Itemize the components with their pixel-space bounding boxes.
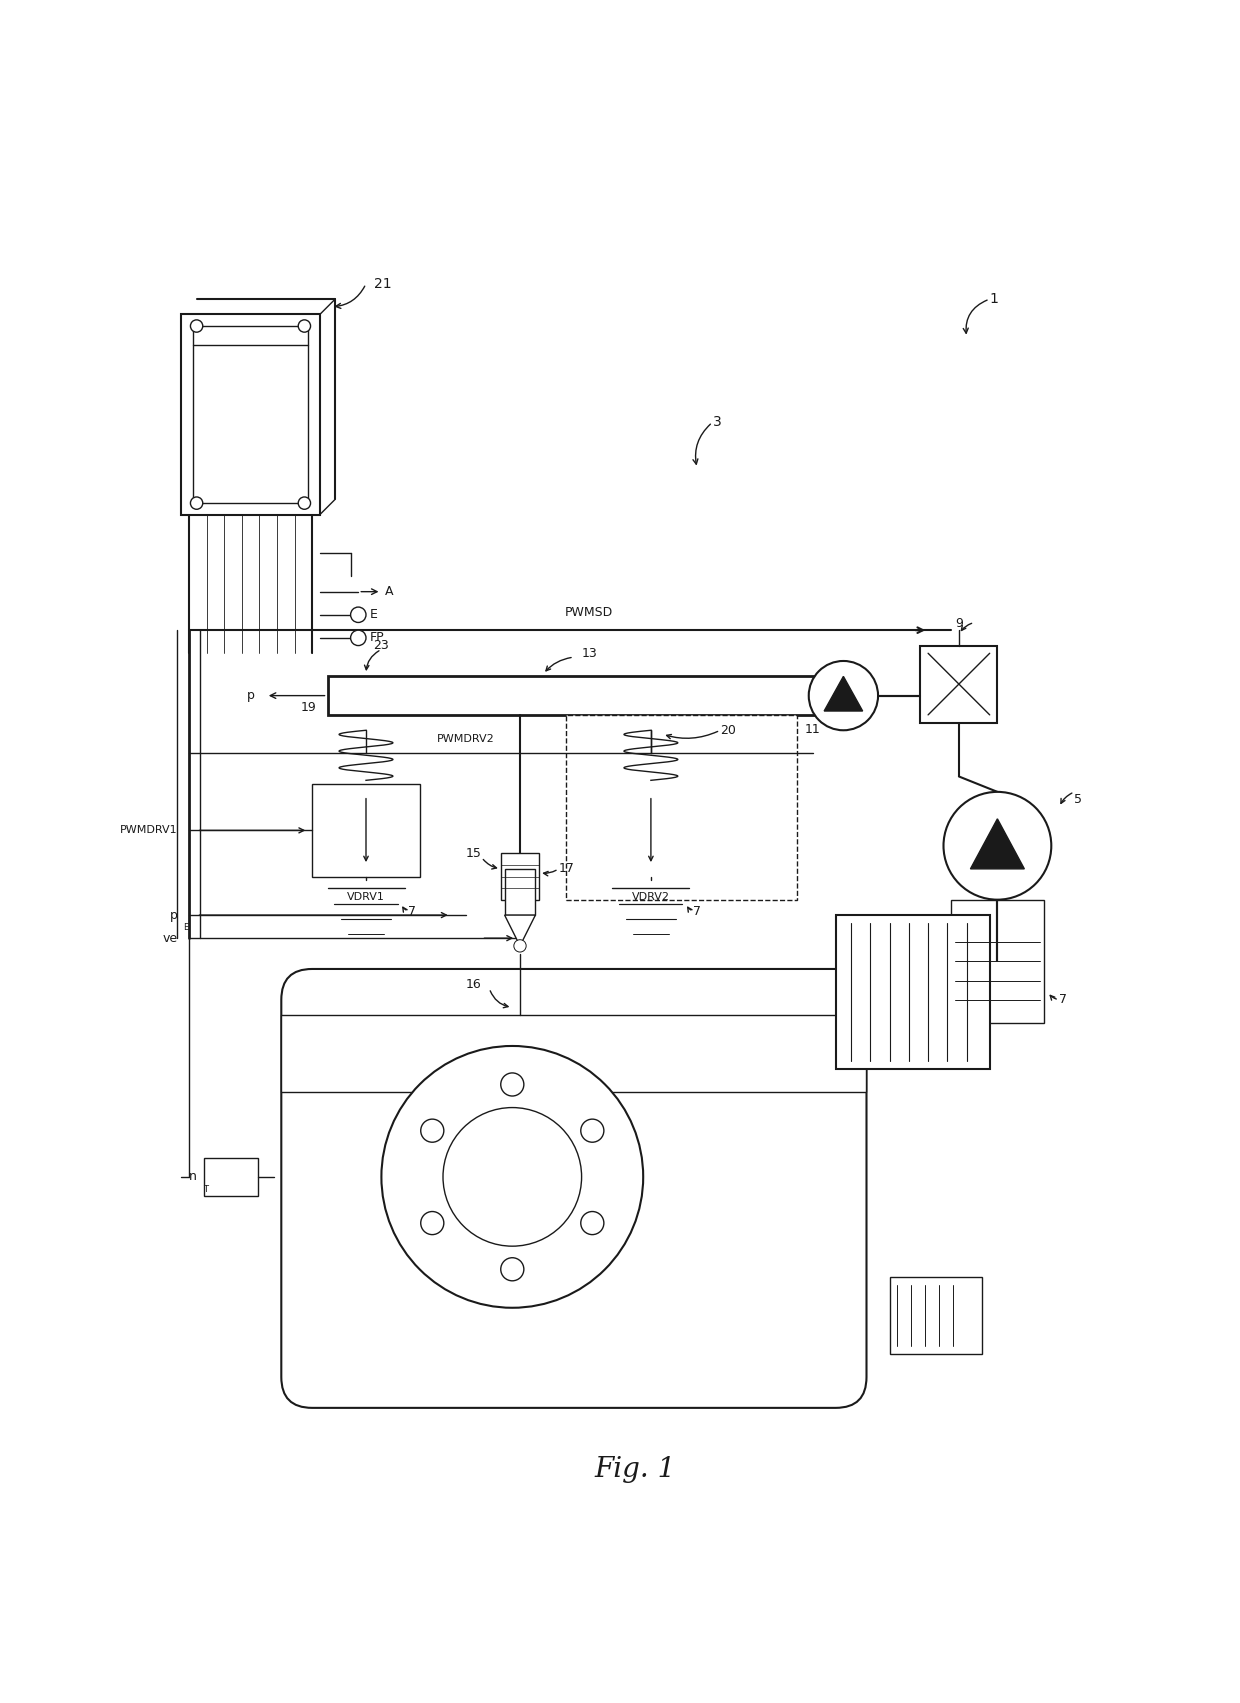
Polygon shape [971,819,1024,869]
Bar [567,715,797,899]
Text: 19: 19 [300,700,316,714]
Bar [281,1015,867,1092]
Text: 1: 1 [990,293,998,307]
Circle shape [443,1107,582,1247]
FancyBboxPatch shape [281,969,867,1408]
Polygon shape [825,676,863,712]
Text: 7: 7 [693,904,702,918]
Text: 3: 3 [713,416,722,429]
Text: FP: FP [370,632,384,644]
Text: 13: 13 [582,647,598,659]
Bar [505,869,536,915]
Circle shape [420,1211,444,1235]
Text: 17: 17 [558,862,574,875]
Text: E: E [370,608,378,622]
Bar [951,899,1044,1024]
Text: 21: 21 [373,276,392,291]
Bar [181,315,320,514]
Text: 23: 23 [373,639,389,652]
Bar [836,915,990,1069]
Bar [327,676,859,715]
Text: PWMSD: PWMSD [565,606,614,618]
Text: T: T [203,1185,208,1194]
Text: n: n [188,1170,197,1184]
Polygon shape [505,915,536,945]
Text: 7: 7 [1059,993,1066,1006]
Text: 7: 7 [408,904,417,918]
Text: 9: 9 [955,616,962,630]
Circle shape [420,1119,444,1143]
Bar [192,325,309,502]
Text: VDRV2: VDRV2 [632,892,670,903]
Bar [205,1158,258,1196]
Bar [501,853,539,899]
Circle shape [513,940,526,952]
Text: 5: 5 [1074,794,1083,806]
Text: VDRV1: VDRV1 [347,892,384,903]
Circle shape [351,606,366,623]
Text: PWMDRV1: PWMDRV1 [120,826,177,836]
Circle shape [944,792,1052,899]
Text: E: E [182,923,188,932]
Text: A: A [386,586,394,598]
Circle shape [501,1073,523,1097]
Circle shape [299,320,310,332]
Text: 20: 20 [720,724,737,737]
Text: 15: 15 [466,846,481,860]
Text: ve: ve [162,932,177,945]
Text: Fig. 1: Fig. 1 [595,1456,676,1483]
Circle shape [191,497,203,509]
Text: 11: 11 [805,722,821,736]
Circle shape [299,497,310,509]
Circle shape [580,1119,604,1143]
Ellipse shape [382,1046,644,1308]
Text: p: p [170,909,177,921]
Text: p: p [247,690,254,702]
Bar [920,645,997,722]
Bar [312,783,420,877]
Circle shape [580,1211,604,1235]
Bar [889,1277,982,1354]
Circle shape [351,630,366,645]
Text: 16: 16 [466,978,481,991]
Text: PWMDRV2: PWMDRV2 [438,734,495,744]
Circle shape [191,320,203,332]
Bar [596,783,704,877]
Circle shape [501,1259,523,1281]
Circle shape [808,661,878,731]
